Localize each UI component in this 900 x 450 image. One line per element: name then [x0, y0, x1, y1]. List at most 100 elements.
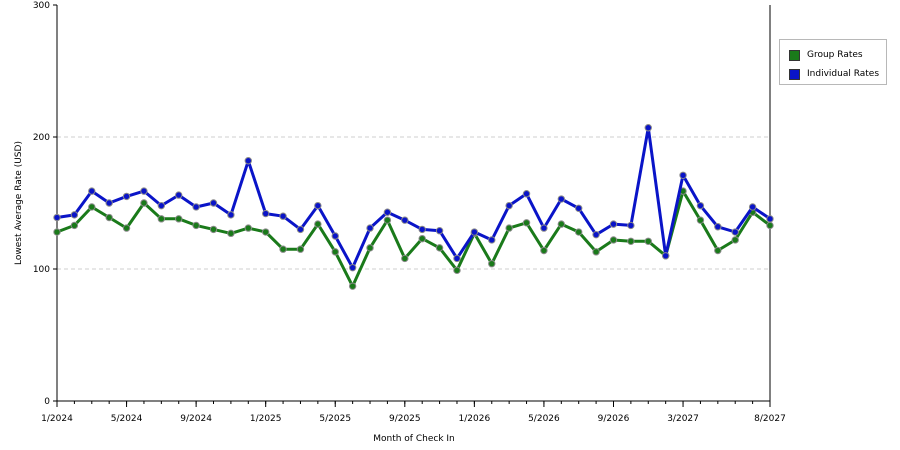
data-point-group-rates: [314, 220, 322, 228]
x-tick-label: 8/2027: [754, 414, 786, 424]
y-tick-label: 300: [33, 1, 50, 11]
data-point-group-rates: [279, 245, 287, 253]
data-point-individual-rates: [122, 192, 131, 201]
data-point-individual-rates: [209, 199, 218, 207]
data-point-group-rates: [575, 228, 583, 236]
data-point-individual-rates: [661, 252, 670, 260]
data-point-group-rates: [383, 216, 392, 224]
data-point-individual-rates: [766, 215, 774, 223]
data-point-group-rates: [696, 216, 705, 224]
data-point-group-rates: [348, 282, 357, 290]
legend-swatch-individual-rates: [789, 68, 800, 80]
legend-label-group-rates: Group Rates: [807, 50, 863, 60]
data-point-group-rates: [435, 244, 444, 252]
data-point-individual-rates: [714, 223, 722, 231]
x-tick-label: 9/2026: [598, 414, 630, 424]
data-point-group-rates: [88, 203, 96, 211]
data-point-individual-rates: [88, 187, 96, 195]
x-tick-label: 5/2024: [111, 414, 143, 424]
data-point-group-rates: [157, 215, 166, 223]
data-point-group-rates: [644, 237, 652, 245]
axes: [53, 4, 771, 407]
data-point-individual-rates: [540, 224, 548, 232]
legend-item-individual-rates: Individual Rates: [789, 67, 879, 81]
data-point-individual-rates: [366, 224, 374, 232]
data-point-group-rates: [731, 236, 739, 244]
data-point-group-rates: [175, 215, 183, 223]
x-tick-label: 5/2026: [528, 414, 560, 424]
data-point-group-rates: [105, 213, 113, 222]
data-point-individual-rates: [227, 211, 235, 219]
data-point-group-rates: [627, 237, 635, 245]
legend-item-group-rates: Group Rates: [789, 48, 863, 62]
data-point-group-rates: [366, 244, 374, 252]
data-point-individual-rates: [609, 220, 618, 228]
tick-labels: 0 100 200 300 1/2024 5/2024 9/2024 1/2025 5/2025…: [33, 1, 786, 424]
data-point-individual-rates: [331, 232, 339, 240]
data-point-individual-rates: [627, 221, 635, 230]
data-point-group-rates: [244, 224, 252, 232]
x-tick-label: 9/2024: [180, 414, 212, 424]
data-point-individual-rates: [522, 190, 531, 198]
data-point-group-rates: [261, 228, 270, 236]
data-point-individual-rates: [296, 225, 305, 234]
data-point-individual-rates: [470, 228, 479, 236]
data-point-group-rates: [557, 220, 566, 228]
data-point-individual-rates: [383, 208, 392, 216]
data-point-individual-rates: [401, 216, 409, 224]
data-point-individual-rates: [192, 203, 200, 211]
data-point-group-rates: [331, 248, 339, 256]
data-point-individual-rates: [696, 201, 705, 210]
data-point-group-rates: [522, 219, 531, 227]
data-point-individual-rates: [435, 227, 444, 235]
data-point-individual-rates: [748, 203, 757, 211]
data-point-group-rates: [714, 246, 722, 255]
data-point-group-rates: [122, 224, 131, 232]
data-point-individual-rates: [314, 201, 322, 210]
x-tick-label: 5/2025: [319, 414, 351, 424]
data-point-individual-rates: [453, 254, 461, 263]
data-point-individual-rates: [418, 225, 426, 234]
data-point-group-rates: [418, 234, 426, 243]
data-point-individual-rates: [157, 201, 166, 210]
data-point-group-rates: [453, 266, 461, 275]
data-point-individual-rates: [505, 201, 513, 210]
data-point-individual-rates: [592, 230, 600, 239]
data-point-individual-rates: [731, 228, 739, 236]
data-point-group-rates: [609, 236, 618, 244]
y-tick-label: 200: [33, 133, 50, 143]
data-point-individual-rates: [348, 263, 357, 272]
data-point-individual-rates: [140, 187, 148, 195]
x-axis-label: Month of Check In: [373, 434, 455, 444]
data-point-group-rates: [227, 229, 235, 238]
y-axis-label: Lowest Average Rate (USD): [14, 141, 24, 265]
data-point-group-rates: [540, 246, 548, 255]
legend: Group Rates Individual Rates: [779, 39, 887, 85]
x-tick-label: 1/2024: [41, 414, 73, 424]
x-tick-label: 9/2025: [389, 414, 421, 424]
y-tick-label: 100: [33, 265, 50, 275]
data-point-group-rates: [766, 221, 774, 230]
data-point-group-rates: [488, 260, 496, 268]
data-point-group-rates: [209, 225, 218, 234]
data-point-individual-rates: [105, 199, 113, 207]
data-point-individual-rates: [53, 213, 61, 222]
data-point-individual-rates: [175, 191, 183, 199]
legend-swatch-group-rates: [789, 49, 800, 61]
data-point-individual-rates: [70, 211, 79, 219]
x-tick-label: 1/2025: [250, 414, 282, 424]
data-point-individual-rates: [557, 195, 566, 203]
data-point-group-rates: [140, 199, 148, 207]
legend-label-individual-rates: Individual Rates: [807, 69, 880, 79]
data-point-group-rates: [505, 224, 513, 232]
x-tick-label: 1/2026: [459, 414, 491, 424]
data-point-individual-rates: [644, 124, 652, 132]
data-point-individual-rates: [279, 212, 287, 220]
data-point-individual-rates: [679, 171, 687, 179]
data-point-group-rates: [53, 228, 61, 236]
data-point-group-rates: [70, 221, 79, 230]
data-point-group-rates: [296, 245, 305, 253]
data-point-individual-rates: [575, 204, 583, 212]
data-point-group-rates: [592, 248, 600, 256]
